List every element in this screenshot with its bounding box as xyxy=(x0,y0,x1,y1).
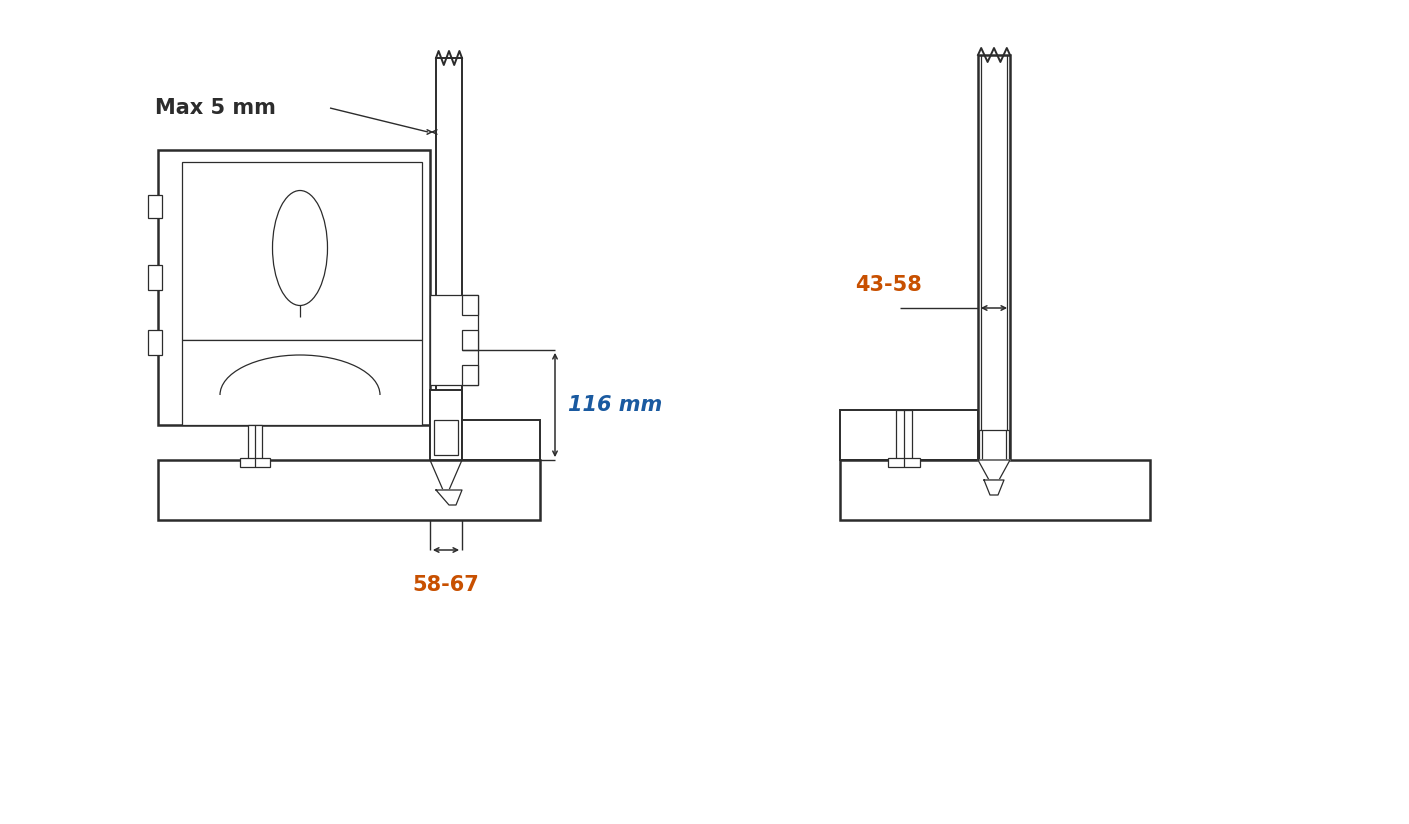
Polygon shape xyxy=(983,480,1005,495)
Polygon shape xyxy=(978,460,1010,480)
Polygon shape xyxy=(430,460,462,490)
Bar xyxy=(248,425,262,460)
Text: Max 5 mm: Max 5 mm xyxy=(155,98,276,118)
Bar xyxy=(430,390,462,460)
Bar xyxy=(979,430,1009,460)
Bar xyxy=(182,340,423,425)
Bar xyxy=(840,460,1150,520)
Bar xyxy=(462,365,478,385)
Bar xyxy=(182,162,423,340)
Bar xyxy=(148,265,162,290)
Bar xyxy=(896,410,912,460)
Bar xyxy=(462,330,478,350)
Polygon shape xyxy=(435,490,462,505)
Bar xyxy=(840,410,978,460)
Bar xyxy=(158,460,540,520)
Bar xyxy=(148,195,162,218)
Bar xyxy=(430,295,478,385)
Text: 43-58: 43-58 xyxy=(855,275,921,295)
Bar xyxy=(978,55,1010,460)
Bar xyxy=(462,420,540,460)
Bar xyxy=(148,330,162,355)
Bar xyxy=(462,295,478,315)
Bar xyxy=(888,458,920,467)
Bar xyxy=(158,150,430,425)
Bar xyxy=(435,58,462,510)
Ellipse shape xyxy=(272,190,327,306)
Text: 58-67: 58-67 xyxy=(413,575,479,595)
Text: 116 mm: 116 mm xyxy=(568,395,662,415)
Bar xyxy=(434,420,458,455)
Bar xyxy=(240,458,271,467)
